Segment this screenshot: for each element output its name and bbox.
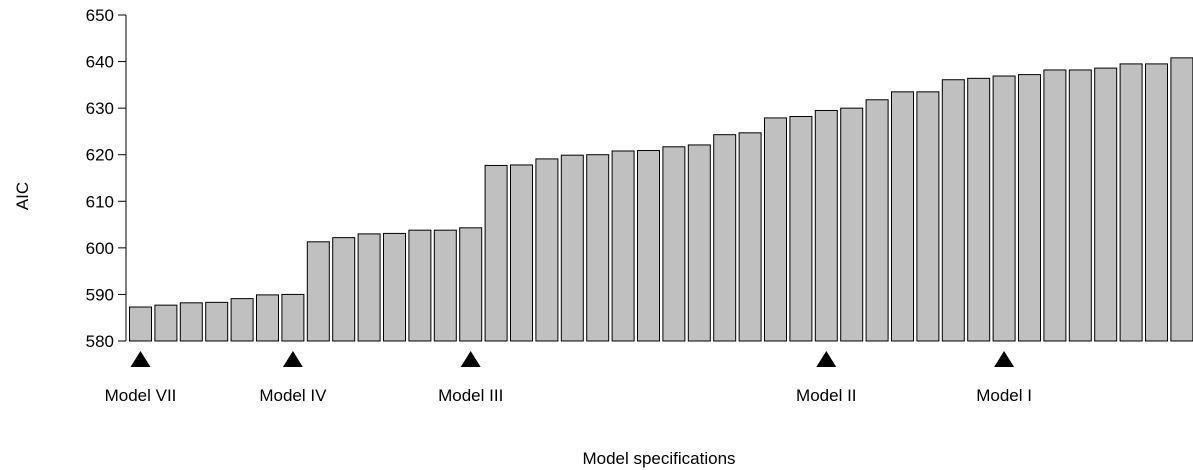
bar — [637, 150, 660, 342]
bar — [1043, 69, 1067, 342]
bar — [941, 79, 965, 342]
marker-triangle-icon — [994, 351, 1015, 367]
bar — [510, 164, 533, 342]
bar — [611, 150, 635, 342]
bar — [535, 158, 559, 342]
bar — [179, 302, 203, 342]
bar — [586, 154, 610, 342]
bars — [129, 57, 1193, 342]
marker-triangle-icon — [282, 351, 303, 367]
marker-label: Model IV — [259, 386, 327, 405]
y-tick-label: 590 — [86, 285, 114, 304]
bar — [814, 109, 838, 342]
marker-label: Model I — [976, 386, 1032, 405]
y-tick-label: 630 — [86, 99, 114, 118]
model-markers: Model VII Model IV Model III Model II Model … — [105, 351, 1032, 405]
y-tick-label: 640 — [86, 53, 114, 72]
y-tick-label: 580 — [86, 332, 114, 351]
y-tick-label: 600 — [86, 239, 114, 258]
bar — [129, 306, 152, 342]
bar — [865, 99, 889, 342]
marker-triangle-icon — [460, 351, 481, 367]
bar — [687, 144, 711, 342]
x-axis-label: Model specifications — [582, 449, 735, 468]
y-tick-label: 620 — [86, 146, 114, 165]
bar — [1119, 63, 1143, 342]
bar — [281, 293, 305, 342]
bar — [332, 237, 356, 342]
bar — [1018, 74, 1041, 342]
bar — [1145, 63, 1168, 342]
bar — [713, 134, 737, 342]
marker-triangle-icon — [816, 351, 837, 367]
marker-triangle-icon — [130, 351, 151, 367]
bar — [383, 232, 406, 342]
bar — [840, 107, 864, 342]
bar — [891, 91, 914, 342]
bar — [1170, 57, 1193, 342]
bar — [738, 132, 762, 342]
bar — [433, 229, 457, 342]
bar — [1068, 69, 1092, 342]
bar — [484, 164, 508, 342]
bar — [459, 227, 483, 342]
bar — [764, 117, 787, 342]
bar — [154, 304, 178, 342]
marker-label: Model VII — [105, 386, 177, 405]
bar — [256, 294, 279, 342]
y-axis: 580 590 600 610 620 630 640 650 — [86, 6, 127, 351]
y-tick-label: 610 — [86, 192, 114, 211]
y-axis-label: AIC — [13, 182, 32, 210]
bar — [662, 146, 686, 342]
bar — [916, 91, 940, 342]
bar — [560, 154, 584, 342]
bar — [408, 229, 432, 342]
bar — [230, 298, 254, 342]
bar — [306, 241, 330, 342]
y-tick-label: 650 — [86, 6, 114, 25]
bar — [789, 116, 813, 342]
marker-label: Model II — [796, 386, 856, 405]
bar — [967, 77, 991, 342]
bar — [357, 233, 381, 342]
bar — [992, 75, 1016, 342]
bar — [205, 301, 229, 342]
bar — [1094, 67, 1118, 342]
marker-label: Model III — [438, 386, 503, 405]
